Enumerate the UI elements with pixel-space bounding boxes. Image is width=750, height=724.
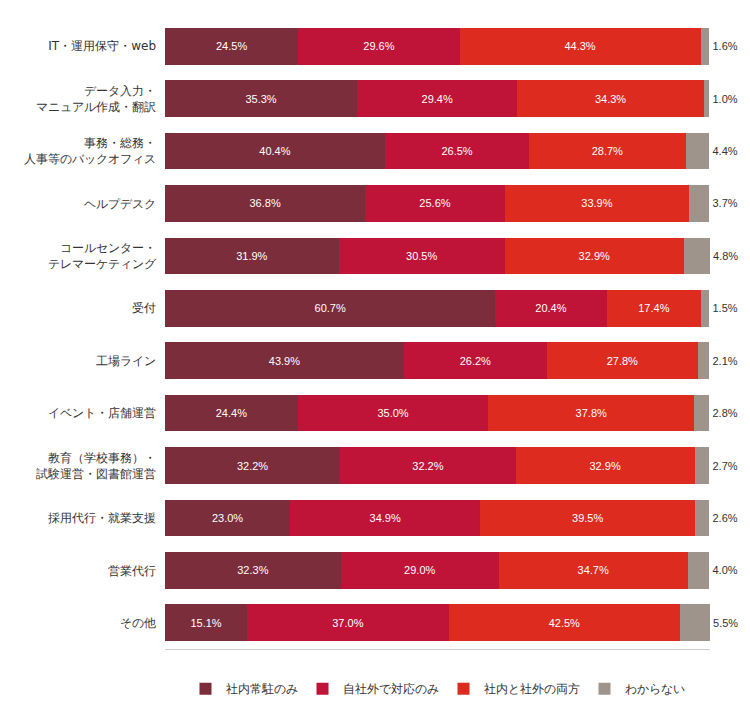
svg-text:採用代行・就業支援: 採用代行・就業支援	[48, 511, 156, 525]
svg-text:29.0%: 29.0%	[404, 564, 435, 576]
svg-text:34.3%: 34.3%	[595, 93, 626, 105]
svg-text:33.9%: 33.9%	[581, 197, 612, 209]
svg-text:36.8%: 36.8%	[249, 197, 280, 209]
svg-text:2.1%: 2.1%	[712, 355, 737, 367]
svg-text:35.0%: 35.0%	[377, 407, 408, 419]
svg-text:34.7%: 34.7%	[578, 564, 609, 576]
svg-text:4.4%: 4.4%	[712, 145, 737, 157]
svg-text:わからない: わからない	[625, 682, 685, 696]
svg-text:社内と社外の両方: 社内と社外の両方	[484, 682, 580, 696]
svg-text:受付: 受付	[132, 301, 156, 315]
svg-text:2.8%: 2.8%	[712, 407, 737, 419]
svg-text:工場ライン: 工場ライン	[96, 354, 156, 368]
svg-text:32.2%: 32.2%	[237, 460, 268, 472]
svg-text:3.7%: 3.7%	[712, 197, 737, 209]
svg-text:自社外で対応のみ: 自社外で対応のみ	[343, 682, 439, 696]
svg-text:その他: その他	[120, 616, 156, 630]
svg-text:教育（学校事務）・試験運営・図書館運営: 教育（学校事務）・試験運営・図書館運営	[36, 451, 156, 481]
svg-text:29.6%: 29.6%	[363, 40, 394, 52]
svg-text:25.6%: 25.6%	[419, 197, 450, 209]
svg-text:15.1%: 15.1%	[190, 617, 221, 629]
svg-text:40.4%: 40.4%	[259, 145, 290, 157]
svg-text:2.6%: 2.6%	[712, 512, 737, 524]
svg-text:20.4%: 20.4%	[535, 302, 566, 314]
svg-text:営業代行: 営業代行	[108, 564, 156, 578]
svg-text:30.5%: 30.5%	[406, 250, 437, 262]
svg-text:事務・総務・人事等のバックオフィス: 事務・総務・人事等のバックオフィス	[24, 136, 156, 166]
svg-text:24.4%: 24.4%	[216, 407, 247, 419]
svg-text:ヘルプデスク: ヘルプデスク	[84, 197, 156, 211]
svg-text:4.0%: 4.0%	[712, 564, 737, 576]
svg-text:32.2%: 32.2%	[412, 460, 443, 472]
svg-text:28.7%: 28.7%	[592, 145, 623, 157]
svg-text:32.9%: 32.9%	[579, 250, 610, 262]
svg-text:データ入力・マニュアル作成・翻訳: データ入力・マニュアル作成・翻訳	[36, 84, 156, 114]
svg-text:42.5%: 42.5%	[549, 617, 580, 629]
svg-text:コールセンター・テレマーケティング: コールセンター・テレマーケティング	[48, 241, 157, 271]
svg-text:イベント・店舗運営: イベント・店舗運営	[48, 406, 156, 420]
svg-text:27.8%: 27.8%	[607, 355, 638, 367]
svg-text:社内常駐のみ: 社内常駐のみ	[226, 682, 298, 696]
svg-text:44.3%: 44.3%	[564, 40, 595, 52]
svg-text:2.7%: 2.7%	[712, 460, 737, 472]
svg-text:29.4%: 29.4%	[422, 93, 453, 105]
svg-text:24.5%: 24.5%	[216, 40, 247, 52]
svg-text:26.2%: 26.2%	[460, 355, 491, 367]
svg-text:23.0%: 23.0%	[212, 512, 243, 524]
svg-text:1.0%: 1.0%	[712, 93, 737, 105]
svg-text:1.6%: 1.6%	[712, 40, 737, 52]
svg-text:26.5%: 26.5%	[441, 145, 472, 157]
svg-text:5.5%: 5.5%	[713, 617, 738, 629]
svg-text:34.9%: 34.9%	[370, 512, 401, 524]
svg-text:37.8%: 37.8%	[576, 407, 607, 419]
svg-text:31.9%: 31.9%	[236, 250, 267, 262]
svg-text:43.9%: 43.9%	[269, 355, 300, 367]
svg-text:60.7%: 60.7%	[315, 302, 346, 314]
svg-text:4.8%: 4.8%	[713, 250, 738, 262]
svg-text:IT・運用保守・web: IT・運用保守・web	[48, 39, 156, 53]
svg-text:32.3%: 32.3%	[237, 564, 268, 576]
svg-text:39.5%: 39.5%	[572, 512, 603, 524]
svg-text:17.4%: 17.4%	[638, 302, 669, 314]
svg-text:35.3%: 35.3%	[245, 93, 276, 105]
svg-text:37.0%: 37.0%	[332, 617, 363, 629]
svg-text:1.5%: 1.5%	[712, 302, 737, 314]
svg-text:32.9%: 32.9%	[589, 460, 620, 472]
